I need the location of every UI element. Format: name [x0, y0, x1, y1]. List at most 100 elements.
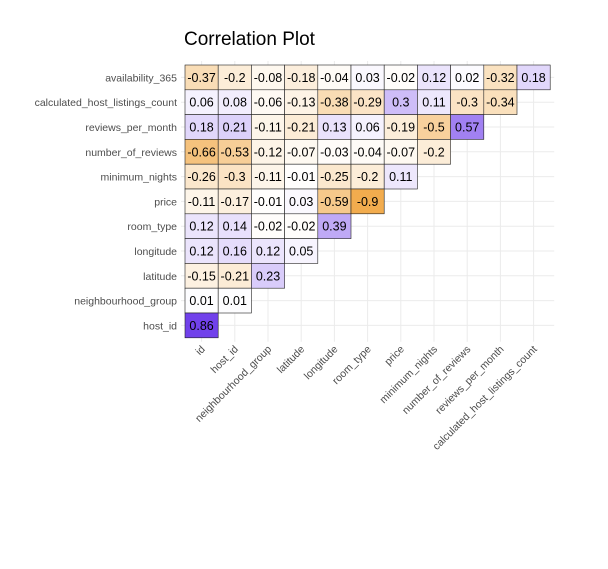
- cell-value: -0.11: [254, 121, 282, 135]
- cell-value: 0.86: [189, 319, 213, 333]
- heatmap-cell: [184, 89, 219, 115]
- cell-value: 0.05: [289, 245, 313, 259]
- cell-value: 0.39: [322, 220, 346, 234]
- heatmap-cell: [317, 89, 352, 115]
- heatmap-cell: [284, 213, 319, 239]
- cell-value: -0.04: [353, 145, 382, 159]
- cell-value: -0.25: [320, 170, 349, 184]
- cell-value: 0.16: [223, 245, 247, 259]
- heatmap-cell: [317, 139, 352, 165]
- cell-value: -0.26: [187, 170, 216, 184]
- cell-value: -0.66: [187, 145, 216, 159]
- heatmap-cell: [251, 64, 285, 91]
- heatmap-cell: [184, 213, 219, 239]
- heatmap-cell: [350, 89, 385, 115]
- cell-value: 0.18: [521, 71, 545, 85]
- cell-value: -0.02: [254, 220, 283, 234]
- cell-value: -0.18: [287, 71, 316, 85]
- heatmap-cell: [516, 64, 551, 91]
- cell-value: 0.57: [455, 121, 479, 135]
- cell-value: 0.06: [189, 96, 213, 110]
- cell-value: 0.14: [223, 220, 247, 234]
- heatmap-cell: [251, 263, 285, 289]
- cell-value: -0.21: [221, 269, 250, 283]
- heatmap-cell: [217, 263, 252, 289]
- heatmap-cell: [217, 89, 252, 115]
- cell-value: -0.07: [387, 145, 416, 159]
- x-tick-label: latitude: [275, 343, 308, 376]
- heatmap-cell: [184, 114, 219, 140]
- heatmap-cell: [284, 188, 319, 215]
- heatmap-cell: [417, 139, 451, 165]
- cell-value: -0.01: [254, 195, 283, 209]
- cell-value: 0.06: [355, 121, 379, 135]
- heatmap-cell: [483, 89, 518, 115]
- heatmap-cell: [217, 238, 252, 264]
- x-tick-label: price: [382, 343, 407, 368]
- heatmap-cell: [217, 287, 252, 314]
- heatmap-cell: [417, 89, 451, 115]
- heatmap-cell: [251, 213, 285, 239]
- heatmap-cell: [251, 139, 285, 165]
- cell-value: -0.3: [224, 170, 246, 184]
- cell-value: -0.02: [287, 220, 316, 234]
- cell-value: -0.37: [187, 71, 216, 85]
- cell-value: -0.2: [224, 71, 246, 85]
- cell-value: 0.01: [189, 294, 213, 308]
- heatmap-cell: [383, 89, 418, 115]
- cell-value: -0.04: [320, 71, 349, 85]
- cell-value: -0.13: [287, 96, 316, 110]
- cell-value: -0.29: [353, 96, 382, 110]
- heatmap-cell: [251, 163, 285, 190]
- heatmap-cell: [450, 89, 485, 115]
- cell-value: 0.3: [392, 96, 409, 110]
- cell-value: -0.11: [188, 195, 216, 209]
- cell-value: -0.21: [287, 121, 316, 135]
- cell-value: -0.06: [254, 96, 283, 110]
- cell-value: -0.38: [320, 96, 349, 110]
- y-tick-label: availability_365: [105, 72, 177, 84]
- y-tick-label: price: [154, 196, 177, 208]
- cell-value: 0.01: [223, 294, 247, 308]
- heatmap-cell: [383, 163, 418, 190]
- cell-value: 0.11: [422, 96, 445, 110]
- heatmap-cell: [184, 287, 219, 314]
- x-tick-label: id: [193, 343, 207, 357]
- cell-value: 0.13: [322, 121, 346, 135]
- heatmap-cells: -0.37 -0.2 -0.08 -0.18 -0.04 0.03 -0.02 0.12 0.0…: [184, 64, 551, 339]
- cell-value: -0.2: [357, 170, 379, 184]
- cell-value: -0.12: [254, 145, 283, 159]
- y-tick-label: host_id: [143, 320, 177, 332]
- cell-value: -0.19: [387, 121, 416, 135]
- heatmap-cell: [184, 263, 219, 289]
- y-tick-label: calculated_host_listings_count: [35, 97, 178, 109]
- cell-value: -0.11: [254, 170, 282, 184]
- cell-value: 0.12: [256, 245, 280, 259]
- heatmap-cell: [284, 238, 319, 264]
- y-tick-label: number_of_reviews: [85, 147, 177, 159]
- heatmap-cell: [217, 188, 252, 215]
- cell-value: -0.02: [387, 71, 416, 85]
- heatmap-cell: [383, 64, 418, 91]
- cell-value: -0.3: [456, 96, 478, 110]
- heatmap-cell: [450, 114, 485, 140]
- heatmap-cell: [417, 114, 451, 140]
- cell-value: 0.11: [389, 170, 412, 184]
- cell-value: 0.18: [189, 121, 213, 135]
- cell-value: 0.03: [289, 195, 313, 209]
- cell-value: 0.08: [223, 96, 247, 110]
- x-tick-label: minimum_nights: [378, 343, 441, 406]
- cell-value: 0.02: [455, 71, 479, 85]
- cell-value: -0.15: [187, 269, 216, 283]
- cell-value: -0.2: [423, 145, 445, 159]
- heatmap-cell: [450, 64, 485, 91]
- heatmap-cell: [184, 163, 219, 190]
- heatmap-cell: [483, 64, 518, 91]
- cell-value: 0.23: [256, 269, 280, 283]
- y-tick-label: room_type: [127, 221, 177, 233]
- heatmap-cell: [217, 163, 252, 190]
- y-axis-labels: availability_365 calculated_host_listings…: [35, 72, 178, 332]
- heatmap-cell: [184, 312, 219, 339]
- cell-value: -0.08: [254, 71, 283, 85]
